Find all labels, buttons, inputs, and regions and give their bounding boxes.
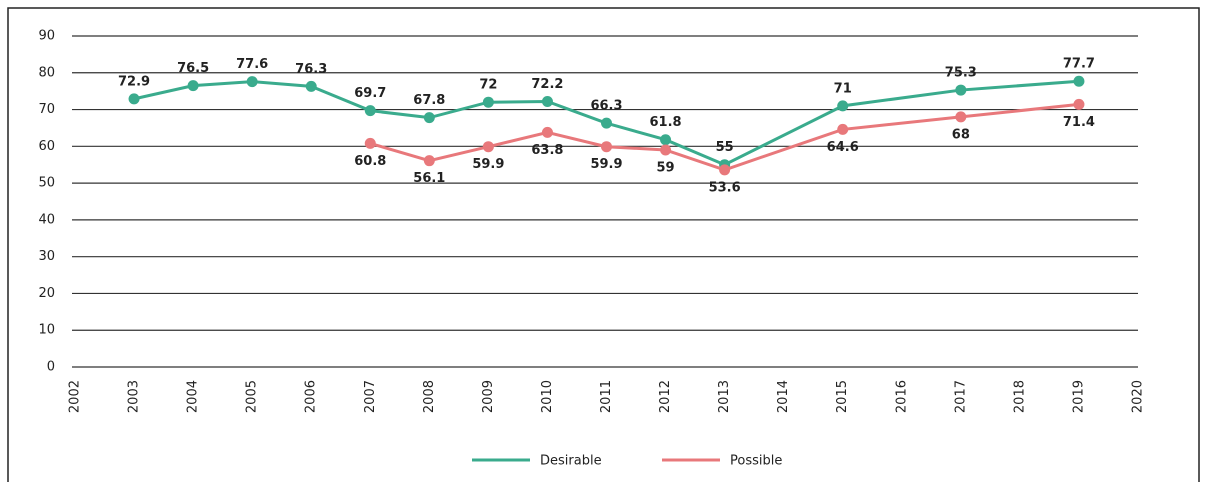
x-tick-label: 2003 <box>127 380 142 413</box>
data-label: 53.6 <box>709 180 741 195</box>
data-label: 76.3 <box>295 62 327 77</box>
x-tick-label: 2015 <box>835 380 850 413</box>
y-tick-label: 40 <box>38 212 55 227</box>
data-label: 59.9 <box>472 157 504 172</box>
data-label: 59 <box>657 161 675 176</box>
x-tick-label: 2019 <box>1071 380 1086 413</box>
data-label: 63.8 <box>531 143 563 158</box>
data-point <box>364 137 376 149</box>
data-label: 76.5 <box>177 61 209 76</box>
data-point <box>837 123 849 135</box>
x-tick-label: 2011 <box>599 380 614 413</box>
x-tick-label: 2018 <box>1012 380 1027 413</box>
legend-label: Possible <box>730 454 782 469</box>
data-label: 69.7 <box>354 86 386 101</box>
x-tick-label: 2007 <box>363 380 378 413</box>
data-label: 56.1 <box>413 171 445 186</box>
data-label: 68 <box>952 127 970 142</box>
x-tick-label: 2006 <box>304 380 319 413</box>
frame <box>7 7 1200 482</box>
y-tick-label: 20 <box>38 286 55 301</box>
data-label: 60.8 <box>354 154 386 169</box>
x-tick-label: 2002 <box>68 380 83 413</box>
data-point <box>1073 98 1085 110</box>
data-point <box>541 126 553 138</box>
x-tick-label: 2010 <box>540 380 555 413</box>
data-label: 75.3 <box>945 66 977 81</box>
y-tick-label: 50 <box>38 176 55 191</box>
y-tick-label: 60 <box>38 139 55 154</box>
data-point <box>719 164 731 176</box>
series-line <box>133 79 1080 167</box>
data-point <box>482 96 494 108</box>
series-line <box>369 102 1080 172</box>
data-label: 72.9 <box>118 74 150 89</box>
x-tick-label: 2008 <box>422 380 437 413</box>
data-label: 72 <box>479 78 497 93</box>
data-point <box>305 80 317 92</box>
x-tick-label: 2004 <box>186 380 201 413</box>
data-label: 77.6 <box>236 57 268 72</box>
data-label: 77.7 <box>1063 57 1095 72</box>
data-point <box>1073 75 1085 87</box>
x-tick-label: 2020 <box>1131 380 1146 413</box>
x-tick-label: 2009 <box>481 380 496 413</box>
data-label: 67.8 <box>413 93 445 108</box>
data-point <box>423 112 435 124</box>
data-point <box>660 134 672 146</box>
data-point <box>423 155 435 167</box>
data-point <box>128 93 140 105</box>
y-tick-label: 10 <box>38 323 55 338</box>
x-tick-label: 2016 <box>894 380 909 413</box>
y-tick-label: 30 <box>38 249 55 264</box>
x-tick-label: 2014 <box>776 380 791 413</box>
data-label: 64.6 <box>827 140 859 155</box>
x-tick-label: 2012 <box>658 380 673 413</box>
legend-label: Desirable <box>540 454 602 469</box>
data-point <box>187 80 199 92</box>
data-label: 66.3 <box>590 99 622 114</box>
data-label: 61.8 <box>650 115 682 130</box>
y-tick-label: 0 <box>47 360 55 375</box>
data-label: 55 <box>716 140 734 155</box>
data-point <box>660 144 672 156</box>
x-tick-label: 2017 <box>953 380 968 413</box>
data-label: 59.9 <box>590 157 622 172</box>
x-tick-label: 2013 <box>717 380 732 413</box>
data-point <box>601 141 612 153</box>
y-tick-label: 80 <box>38 65 55 80</box>
data-label: 71 <box>834 81 852 96</box>
y-tick-label: 70 <box>38 102 55 117</box>
data-label: 72.2 <box>531 77 563 92</box>
data-point <box>955 111 967 123</box>
data-point <box>837 100 849 112</box>
y-tick-label: 90 <box>38 29 55 44</box>
data-label: 71.4 <box>1063 115 1095 130</box>
x-tick-label: 2005 <box>245 380 260 413</box>
data-point <box>364 105 376 117</box>
data-point <box>482 141 494 153</box>
data-point <box>246 76 258 88</box>
data-point <box>955 84 967 96</box>
data-point <box>601 117 612 129</box>
data-point <box>541 95 553 107</box>
